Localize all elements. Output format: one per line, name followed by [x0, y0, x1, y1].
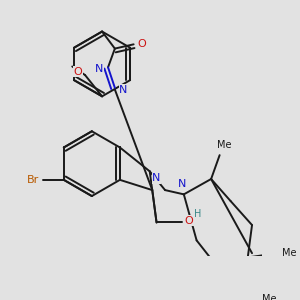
Text: N: N: [178, 179, 186, 189]
Text: N: N: [119, 85, 128, 94]
Text: O: O: [184, 216, 193, 226]
Text: O: O: [74, 67, 82, 76]
Text: N: N: [152, 173, 161, 183]
Text: Me: Me: [262, 294, 276, 300]
Text: Br: Br: [27, 175, 39, 185]
Text: Me: Me: [217, 140, 231, 150]
Text: O: O: [138, 39, 146, 49]
Text: N: N: [95, 64, 104, 74]
Text: H: H: [194, 209, 201, 219]
Text: Me: Me: [282, 248, 297, 258]
